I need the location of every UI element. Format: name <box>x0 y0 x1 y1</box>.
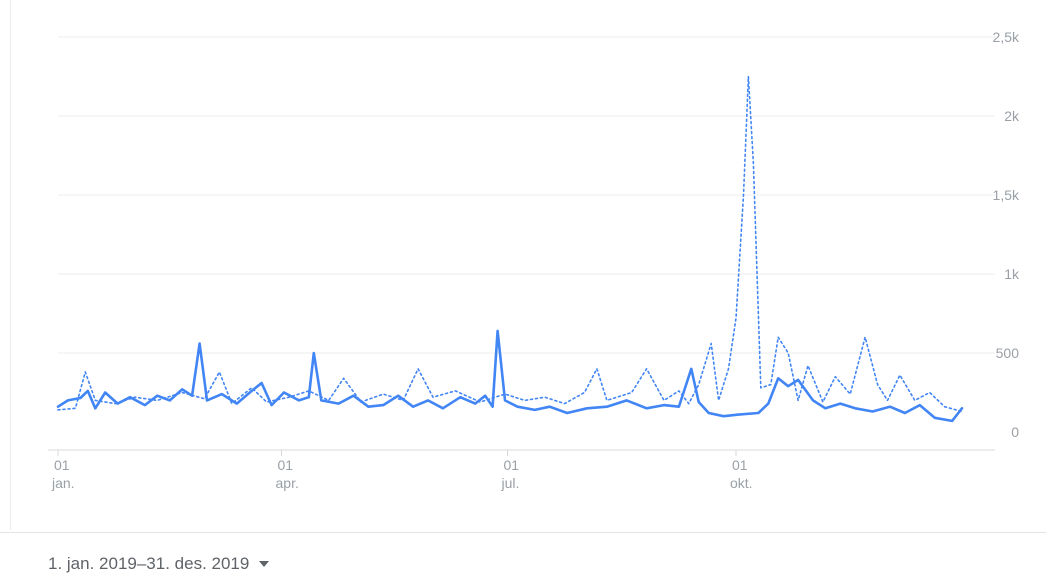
y-tick-label: 1,5k <box>993 187 1020 203</box>
date-range-selector[interactable]: 1. jan. 2019–31. des. 2019 <box>48 554 270 574</box>
x-tick-day: 01 <box>278 457 294 473</box>
x-tick-day: 01 <box>504 457 520 473</box>
footer-divider <box>0 532 1046 533</box>
caret-down-icon <box>259 561 270 567</box>
chart-left-border <box>10 0 11 530</box>
y-tick-label: 2k <box>1004 108 1020 124</box>
x-tick-day: 01 <box>54 457 70 473</box>
x-tick-month: apr. <box>276 475 299 491</box>
trend-chart: 0 500 1k 1,5k 2k 2,5k 01 jan. 01 apr. 01 jul. 01 okt. <box>48 29 1020 491</box>
y-tick-label: 0 <box>1011 424 1019 440</box>
x-tick-day: 01 <box>732 457 748 473</box>
y-tick-label: 2,5k <box>993 29 1020 45</box>
x-tick-month: jul. <box>501 475 520 491</box>
x-tick-month: okt. <box>730 475 753 491</box>
date-range-label: 1. jan. 2019–31. des. 2019 <box>48 554 250 573</box>
y-tick-label: 500 <box>996 345 1020 361</box>
x-tick-month: jan. <box>51 475 75 491</box>
trend-chart-svg: 0 500 1k 1,5k 2k 2,5k 01 jan. 01 apr. 01 jul. 01 okt. <box>48 29 1020 491</box>
series-line-dotted <box>57 75 963 413</box>
series-line-solid <box>56 329 964 423</box>
y-tick-label: 1k <box>1004 266 1020 282</box>
